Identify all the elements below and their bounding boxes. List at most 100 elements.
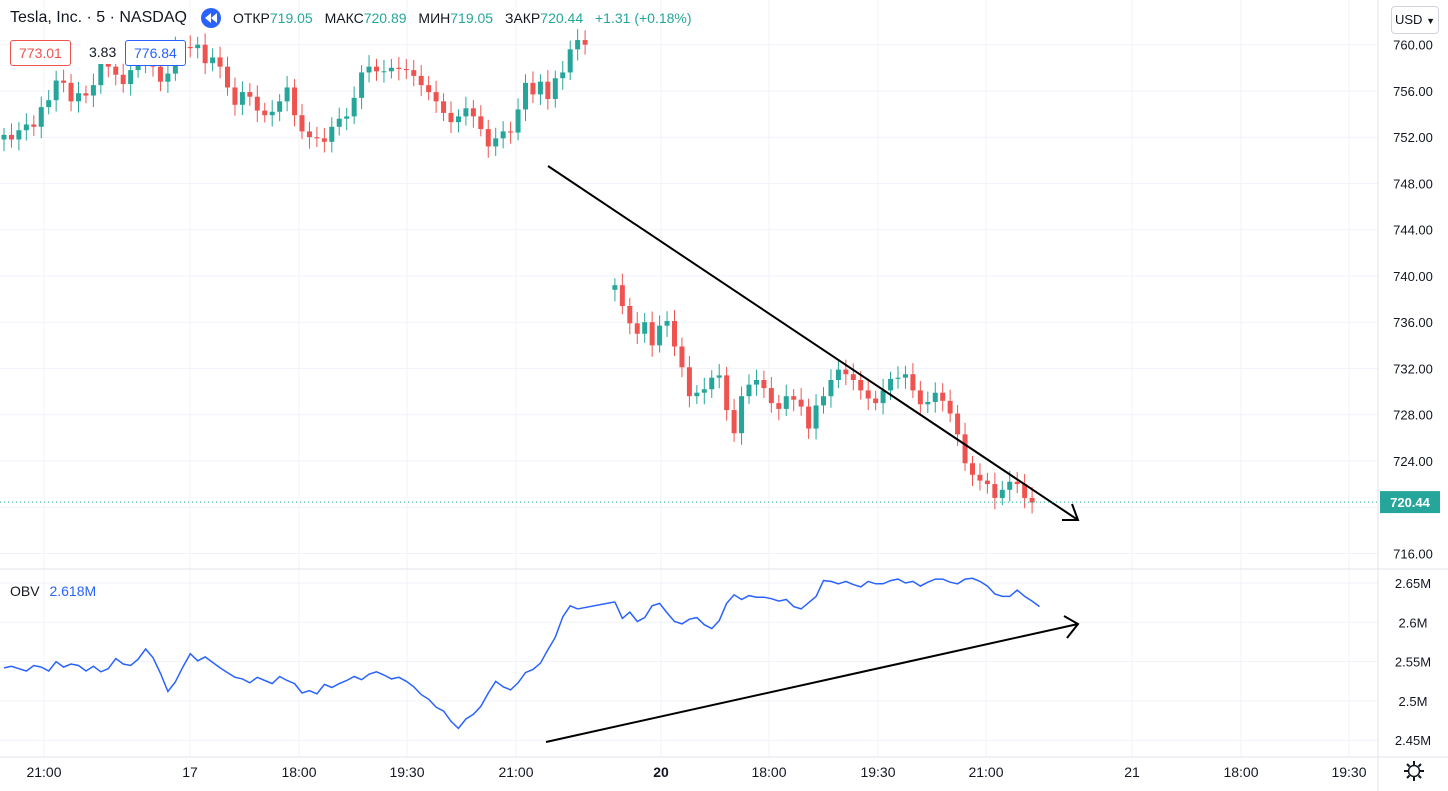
candle-body xyxy=(336,118,342,127)
candle-body xyxy=(254,96,260,111)
symbol-title: Tesla, Inc. · 5 · NASDAQ xyxy=(10,9,187,26)
price-tick-label: 756.00 xyxy=(1393,84,1433,99)
candle-body xyxy=(701,389,707,393)
price-tick-label: 760.00 xyxy=(1393,38,1433,53)
trend-arrows xyxy=(545,165,1080,743)
candle-body xyxy=(455,116,461,123)
candle-body xyxy=(783,396,789,409)
candle-body xyxy=(821,396,826,406)
candle-body xyxy=(888,378,894,391)
obv-tick-label: 2.45M xyxy=(1395,733,1431,748)
candle-body xyxy=(1029,497,1035,503)
candle-body xyxy=(135,62,141,71)
candle-body xyxy=(217,57,223,67)
ask-pill[interactable]: 776.84 xyxy=(125,40,186,66)
time-tick-label: 21 xyxy=(1124,764,1140,780)
candle-body xyxy=(120,74,126,84)
low-label: МИН xyxy=(418,10,451,26)
rewind-icon[interactable] xyxy=(200,8,221,28)
chevron-down-icon: ▼ xyxy=(1426,16,1435,26)
candle-body xyxy=(575,40,581,50)
candle-body xyxy=(187,47,193,49)
candle-body xyxy=(686,367,692,397)
candle-body xyxy=(359,72,365,98)
time-tick-label: 20 xyxy=(653,764,669,780)
candle-body xyxy=(798,399,804,407)
time-tick-label: 18:00 xyxy=(1223,764,1258,780)
candle-body xyxy=(523,82,528,110)
candle-body xyxy=(299,115,305,132)
candle-body xyxy=(16,130,22,140)
obv-tick-label: 2.5M xyxy=(1399,694,1428,709)
candle-body xyxy=(977,474,983,481)
candle-body xyxy=(739,396,745,434)
currency-label: USD xyxy=(1395,12,1423,27)
spread-value: 3.83 xyxy=(81,40,125,64)
candle-body xyxy=(31,124,37,127)
candle-body xyxy=(843,369,849,375)
candle-body xyxy=(113,66,119,75)
candle-body xyxy=(850,374,856,380)
candle-body xyxy=(232,87,238,105)
last-price-badge xyxy=(1380,491,1440,514)
candle-body xyxy=(746,384,752,397)
candle-body xyxy=(962,434,968,464)
candle-body xyxy=(992,484,998,498)
time-tick-label: 18:00 xyxy=(751,764,786,780)
candle-body xyxy=(567,49,573,73)
obv-value: 2.618M xyxy=(49,583,97,599)
candle-body xyxy=(672,321,677,347)
candle-body xyxy=(284,87,290,102)
candle-body xyxy=(642,322,648,334)
price-tick-label: 732.00 xyxy=(1393,361,1433,376)
candle-body xyxy=(53,80,59,101)
bid-pill[interactable]: 773.01 xyxy=(10,40,71,66)
candle-body xyxy=(38,107,44,127)
candle-body xyxy=(910,374,916,391)
candle-body xyxy=(23,124,29,131)
candle-body xyxy=(709,377,715,390)
candle-body xyxy=(1007,481,1013,490)
candle-body xyxy=(1022,484,1028,498)
candle-body xyxy=(664,321,670,326)
gear-icon[interactable] xyxy=(1403,760,1425,787)
candle-body xyxy=(791,396,797,400)
candle-body xyxy=(165,73,171,82)
candle-body xyxy=(657,325,663,346)
candle-body xyxy=(679,346,685,368)
candle-body xyxy=(8,134,14,140)
candle-body xyxy=(761,380,767,389)
candle-body xyxy=(239,92,245,105)
candle-body xyxy=(195,44,201,49)
price-tick-label: 744.00 xyxy=(1393,223,1433,238)
candle-body xyxy=(530,82,536,95)
candle-body xyxy=(269,111,275,116)
price-tick-label: 716.00 xyxy=(1393,546,1433,561)
candle-body xyxy=(634,323,640,334)
candle-body xyxy=(277,101,283,112)
obv-tick-label: 2.65M xyxy=(1395,576,1431,591)
high-label: МАКС xyxy=(324,10,364,26)
candle-body xyxy=(925,401,931,405)
candle-body xyxy=(210,57,216,64)
candle-body xyxy=(388,67,394,72)
obv-line xyxy=(3,604,578,730)
candle-body xyxy=(955,413,961,435)
candle-body xyxy=(418,75,424,86)
candle-body xyxy=(627,306,633,324)
candle-body xyxy=(426,85,432,93)
candle-body xyxy=(329,126,335,142)
candle-body xyxy=(90,85,96,96)
candle-body xyxy=(612,285,618,290)
candle-body xyxy=(68,82,74,102)
candle-body xyxy=(731,410,737,434)
candle-body xyxy=(806,406,812,429)
close-label: ЗАКР xyxy=(504,10,541,26)
candle-body xyxy=(970,463,975,475)
currency-select[interactable]: USD ▼ xyxy=(1391,6,1439,34)
candle-body xyxy=(813,405,819,429)
candle-body xyxy=(835,369,841,380)
candle-body xyxy=(344,116,350,119)
